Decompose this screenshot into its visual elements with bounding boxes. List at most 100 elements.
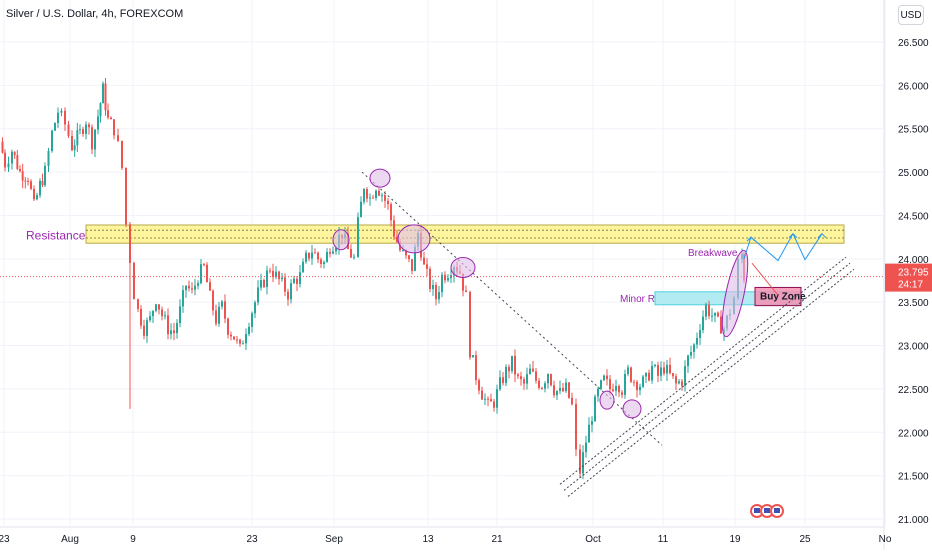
candle-body: [369, 197, 371, 199]
candle-body: [384, 195, 386, 201]
candle-body: [39, 180, 41, 196]
candle-body: [73, 145, 76, 151]
ascending-trendline[interactable]: [559, 256, 847, 485]
candle-body: [505, 366, 507, 384]
candle-body: [179, 306, 181, 324]
candle-body: [550, 374, 552, 386]
projection-arrowhead: [746, 236, 756, 242]
candle-body: [666, 364, 668, 374]
minor-r-label: Minor R: [620, 294, 655, 305]
candle-body: [490, 399, 492, 402]
y-tick-label: 26.000: [898, 81, 929, 92]
x-tick-label: 9: [130, 534, 136, 545]
projection-path[interactable]: [743, 233, 794, 262]
highlight-ellipse[interactable]: [332, 229, 350, 251]
highlight-ellipse[interactable]: [717, 249, 753, 339]
x-tick-label: 11: [658, 534, 669, 545]
candle-body: [693, 344, 695, 352]
candle-body: [137, 299, 139, 309]
highlight-ellipse[interactable]: [369, 168, 391, 188]
candle-body: [227, 318, 229, 335]
candle-body: [562, 387, 564, 392]
candle-body: [215, 310, 217, 324]
candle-body: [191, 288, 193, 290]
candle-body: [263, 280, 265, 287]
candle-body: [200, 264, 202, 284]
candle-body: [110, 117, 112, 120]
y-tick-label: 23.000: [898, 342, 929, 353]
price-label-box: [885, 263, 932, 292]
candle-body: [396, 236, 398, 243]
candle-body: [67, 124, 70, 137]
candle-body: [94, 129, 96, 150]
y-tick-label: 26.500: [898, 38, 929, 49]
candle-body: [299, 272, 301, 284]
candle-body: [19, 168, 21, 172]
candle-body: [375, 190, 377, 199]
candle-body: [502, 377, 504, 384]
currency-selector[interactable]: USD: [898, 5, 924, 25]
candle-body: [600, 380, 602, 389]
pullback-line[interactable]: [751, 262, 779, 296]
buy-zone[interactable]: [754, 286, 802, 307]
highlight-ellipse[interactable]: [622, 399, 642, 419]
candle-body: [82, 129, 84, 134]
candle-body: [493, 401, 495, 408]
candle-body: [212, 290, 214, 311]
candle-body: [585, 442, 587, 453]
candle-body: [568, 382, 570, 398]
candle-body: [579, 449, 581, 474]
highlight-ellipse[interactable]: [450, 256, 476, 278]
candle-body: [51, 130, 53, 151]
candle-body: [76, 130, 79, 146]
candle-body: [571, 397, 573, 405]
candle-body: [140, 308, 142, 326]
candle-body: [582, 452, 584, 474]
candle-body: [173, 330, 175, 334]
candle-body: [702, 316, 704, 331]
candle-body: [429, 268, 431, 290]
candle-body: [690, 351, 692, 356]
candle-body: [353, 256, 355, 258]
ascending-trendline[interactable]: [563, 262, 851, 491]
candle-body: [687, 355, 689, 367]
ascending-trendline[interactable]: [567, 268, 855, 497]
y-tick-label: 24.500: [898, 211, 929, 222]
highlight-ellipse[interactable]: [397, 224, 431, 254]
candle-body: [242, 343, 244, 345]
candle-body: [472, 355, 474, 358]
candle-body: [642, 376, 644, 387]
candle-body: [167, 315, 169, 335]
candle-body: [520, 376, 522, 380]
candle-body: [575, 404, 577, 450]
price-label-value: 23.795: [898, 268, 929, 279]
breakwave-label: Breakwave: [688, 248, 738, 259]
candle-body: [484, 398, 486, 400]
candle-body: [13, 151, 16, 156]
candle-body: [696, 337, 698, 345]
candle-body: [541, 387, 543, 389]
candle-body: [393, 220, 395, 237]
candle-body: [97, 116, 99, 130]
candle-body: [281, 277, 283, 280]
candle-body: [624, 373, 626, 395]
candle-body: [254, 302, 256, 314]
candle-body: [405, 250, 407, 256]
candle-body: [57, 112, 59, 123]
candle-body: [363, 189, 365, 202]
resistance-zone[interactable]: [85, 224, 845, 244]
candle-body: [323, 262, 325, 264]
candle-body: [182, 290, 184, 307]
candle-body: [290, 283, 292, 300]
descending-trendline[interactable]: [361, 171, 663, 446]
x-tick-label: 23: [0, 534, 10, 545]
y-tick-label: 23.500: [898, 298, 929, 309]
x-tick-label: Oct: [585, 534, 601, 545]
candle-body: [185, 285, 187, 291]
projection-path[interactable]: [792, 233, 823, 261]
candle-body: [648, 372, 650, 381]
highlight-ellipse[interactable]: [599, 390, 615, 410]
candle-body: [447, 278, 449, 281]
